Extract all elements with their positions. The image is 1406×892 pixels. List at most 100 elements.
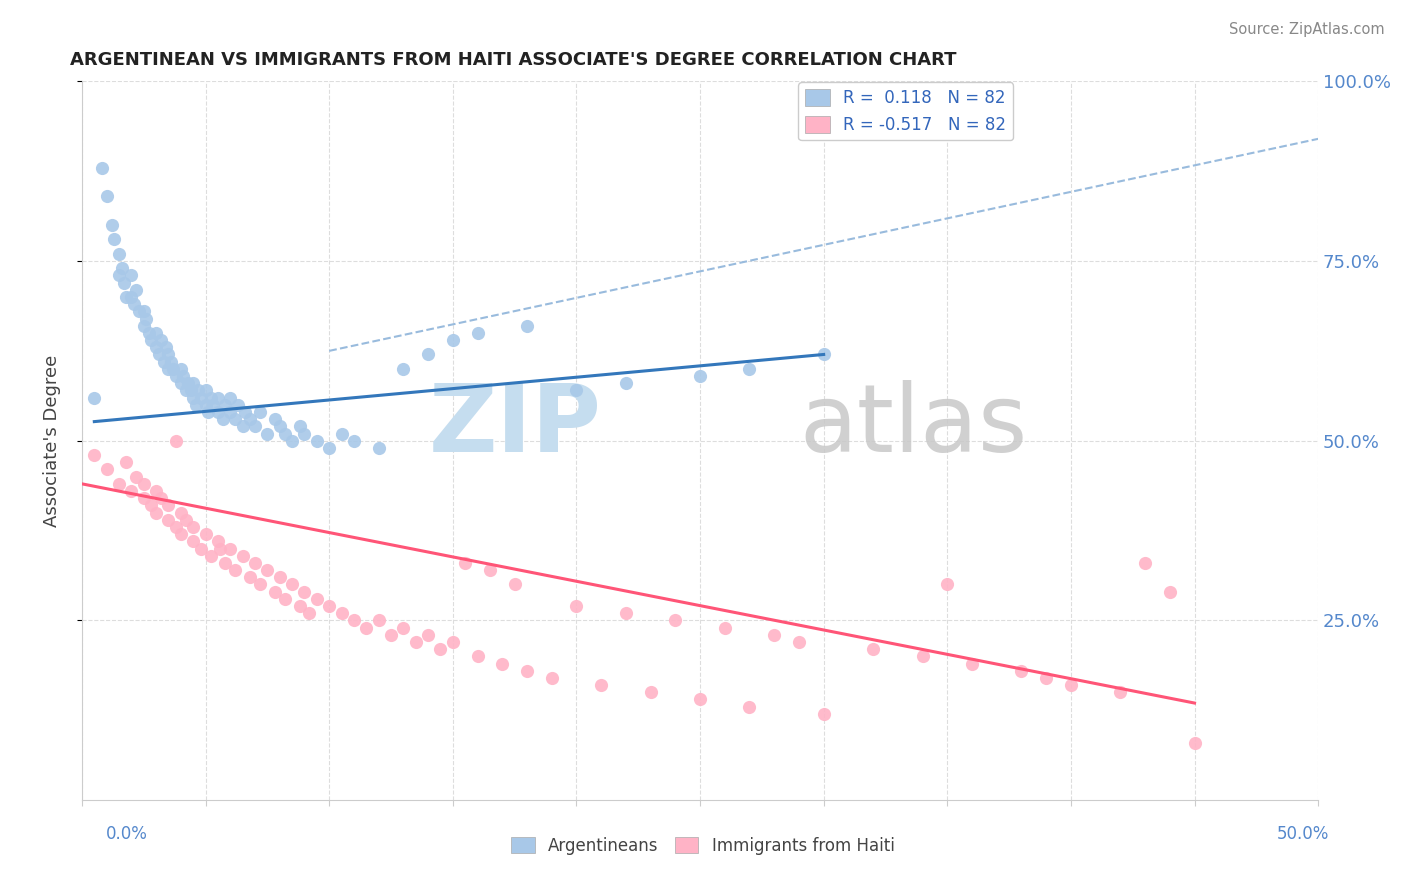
Point: [467, 326, 489, 340]
Point: [232, 419, 254, 434]
Point: [738, 361, 761, 376]
Point: [1159, 584, 1181, 599]
Point: [405, 635, 427, 649]
Point: [108, 247, 131, 261]
Point: [174, 384, 197, 398]
Point: [516, 318, 538, 333]
Point: [256, 426, 278, 441]
Point: [591, 678, 613, 692]
Point: [207, 534, 229, 549]
Point: [145, 340, 167, 354]
Point: [640, 685, 662, 699]
Point: [224, 563, 246, 577]
Point: [813, 347, 835, 361]
Point: [298, 606, 321, 620]
Point: [112, 276, 135, 290]
Point: [689, 692, 711, 706]
Point: [565, 384, 588, 398]
Point: [170, 376, 193, 391]
Point: [120, 268, 142, 283]
Point: [214, 556, 236, 570]
Point: [540, 671, 562, 685]
Point: [219, 391, 242, 405]
Point: [96, 462, 118, 476]
Point: [157, 513, 180, 527]
Point: [165, 369, 187, 384]
Point: [152, 354, 174, 368]
Point: [233, 405, 256, 419]
Point: [212, 412, 235, 426]
Point: [181, 376, 204, 391]
Text: 50.0%: 50.0%: [1277, 825, 1329, 843]
Point: [174, 513, 197, 527]
Point: [170, 361, 193, 376]
Point: [90, 161, 112, 175]
Point: [441, 635, 464, 649]
Point: [243, 419, 266, 434]
Point: [343, 614, 366, 628]
Text: atlas: atlas: [799, 380, 1028, 473]
Point: [125, 283, 148, 297]
Point: [288, 599, 311, 613]
Point: [689, 369, 711, 384]
Point: [160, 354, 183, 368]
Point: [269, 570, 291, 584]
Point: [269, 419, 291, 434]
Point: [103, 232, 125, 246]
Point: [135, 311, 157, 326]
Point: [200, 549, 222, 563]
Point: [219, 541, 242, 556]
Point: [100, 218, 122, 232]
Point: [83, 391, 105, 405]
Point: [181, 391, 204, 405]
Point: [738, 699, 761, 714]
Point: [467, 649, 489, 664]
Text: ZIP: ZIP: [429, 380, 602, 473]
Point: [273, 591, 295, 606]
Point: [239, 570, 262, 584]
Point: [172, 369, 194, 384]
Point: [429, 642, 451, 657]
Point: [181, 520, 204, 534]
Point: [145, 326, 167, 340]
Point: [343, 434, 366, 448]
Point: [207, 391, 229, 405]
Legend: R =  0.118   N = 82, R = -0.517   N = 82: R = 0.118 N = 82, R = -0.517 N = 82: [799, 82, 1014, 141]
Point: [170, 506, 193, 520]
Point: [318, 599, 340, 613]
Point: [214, 398, 236, 412]
Point: [263, 584, 285, 599]
Point: [132, 304, 155, 318]
Point: [763, 628, 786, 642]
Point: [128, 304, 150, 318]
Point: [330, 606, 353, 620]
Point: [157, 499, 180, 513]
Point: [960, 657, 983, 671]
Point: [911, 649, 934, 664]
Point: [155, 340, 177, 354]
Point: [936, 577, 959, 591]
Point: [150, 333, 173, 347]
Point: [96, 189, 118, 203]
Point: [367, 614, 389, 628]
Point: [392, 361, 415, 376]
Point: [263, 412, 285, 426]
Point: [190, 391, 212, 405]
Point: [478, 563, 501, 577]
Point: [108, 268, 131, 283]
Point: [256, 563, 278, 577]
Point: [862, 642, 884, 657]
Point: [1060, 678, 1083, 692]
Point: [614, 606, 637, 620]
Point: [441, 333, 464, 347]
Point: [108, 476, 131, 491]
Point: [565, 599, 588, 613]
Point: [120, 290, 142, 304]
Point: [249, 577, 271, 591]
Point: [194, 384, 217, 398]
Point: [184, 398, 207, 412]
Point: [125, 469, 148, 483]
Point: [83, 448, 105, 462]
Point: [416, 628, 439, 642]
Point: [138, 326, 160, 340]
